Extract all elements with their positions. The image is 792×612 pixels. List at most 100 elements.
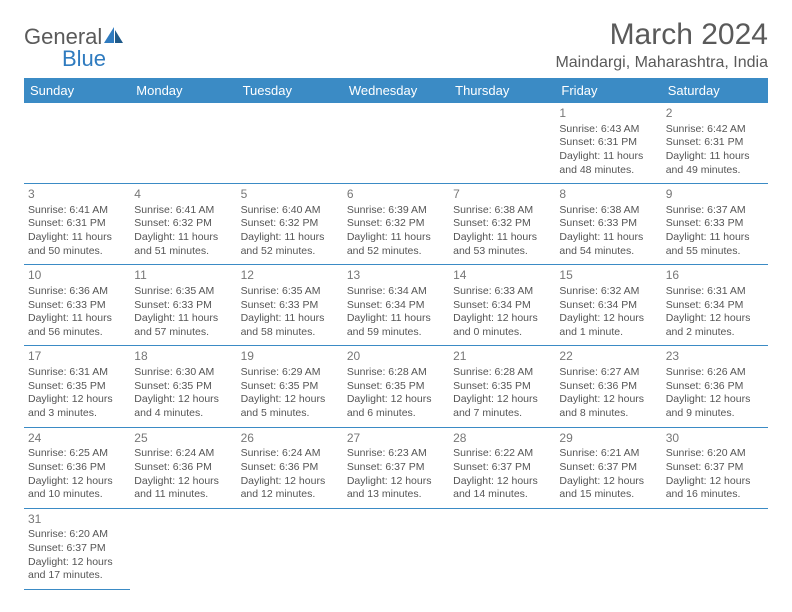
- sunrise-text: Sunrise: 6:25 AM: [28, 447, 126, 461]
- sunrise-text: Sunrise: 6:41 AM: [28, 204, 126, 218]
- weekday-header: Tuesday: [237, 78, 343, 103]
- sunset-text: Sunset: 6:36 PM: [28, 461, 126, 475]
- sunrise-text: Sunrise: 6:29 AM: [241, 366, 339, 380]
- sunset-text: Sunset: 6:31 PM: [28, 217, 126, 231]
- calendar-cell: 16Sunrise: 6:31 AMSunset: 6:34 PMDayligh…: [662, 265, 768, 346]
- sunrise-text: Sunrise: 6:20 AM: [666, 447, 764, 461]
- sunrise-text: Sunrise: 6:24 AM: [134, 447, 232, 461]
- day-number: 30: [666, 431, 764, 447]
- daylight-text: Daylight: 12 hours and 4 minutes.: [134, 393, 232, 420]
- day-number: 16: [666, 268, 764, 284]
- sunset-text: Sunset: 6:33 PM: [241, 299, 339, 313]
- calendar-cell: 7Sunrise: 6:38 AMSunset: 6:32 PMDaylight…: [449, 184, 555, 265]
- calendar-cell: [24, 103, 130, 184]
- calendar-cell: [237, 103, 343, 184]
- sunset-text: Sunset: 6:36 PM: [666, 380, 764, 394]
- logo: General Blue: [24, 26, 125, 70]
- calendar-cell: 18Sunrise: 6:30 AMSunset: 6:35 PMDayligh…: [130, 346, 236, 427]
- day-number: 23: [666, 349, 764, 365]
- calendar-cell: 8Sunrise: 6:38 AMSunset: 6:33 PMDaylight…: [555, 184, 661, 265]
- sunrise-text: Sunrise: 6:20 AM: [28, 528, 126, 542]
- calendar-cell: 15Sunrise: 6:32 AMSunset: 6:34 PMDayligh…: [555, 265, 661, 346]
- daylight-text: Daylight: 12 hours and 12 minutes.: [241, 475, 339, 502]
- daylight-text: Daylight: 12 hours and 5 minutes.: [241, 393, 339, 420]
- day-number: 20: [347, 349, 445, 365]
- calendar-cell: [130, 508, 236, 589]
- day-number: 27: [347, 431, 445, 447]
- calendar-cell: 4Sunrise: 6:41 AMSunset: 6:32 PMDaylight…: [130, 184, 236, 265]
- weekday-header: Saturday: [662, 78, 768, 103]
- day-number: 18: [134, 349, 232, 365]
- daylight-text: Daylight: 12 hours and 7 minutes.: [453, 393, 551, 420]
- daylight-text: Daylight: 11 hours and 49 minutes.: [666, 150, 764, 177]
- sunrise-text: Sunrise: 6:33 AM: [453, 285, 551, 299]
- calendar-cell: 10Sunrise: 6:36 AMSunset: 6:33 PMDayligh…: [24, 265, 130, 346]
- calendar-cell: 31Sunrise: 6:20 AMSunset: 6:37 PMDayligh…: [24, 508, 130, 589]
- daylight-text: Daylight: 12 hours and 1 minute.: [559, 312, 657, 339]
- location: Maindargi, Maharashtra, India: [555, 54, 768, 72]
- day-number: 12: [241, 268, 339, 284]
- daylight-text: Daylight: 12 hours and 17 minutes.: [28, 556, 126, 583]
- sunrise-text: Sunrise: 6:22 AM: [453, 447, 551, 461]
- daylight-text: Daylight: 11 hours and 54 minutes.: [559, 231, 657, 258]
- daylight-text: Daylight: 11 hours and 56 minutes.: [28, 312, 126, 339]
- weekday-header: Thursday: [449, 78, 555, 103]
- day-number: 28: [453, 431, 551, 447]
- sunset-text: Sunset: 6:33 PM: [666, 217, 764, 231]
- calendar-cell: [662, 508, 768, 589]
- daylight-text: Daylight: 12 hours and 14 minutes.: [453, 475, 551, 502]
- daylight-text: Daylight: 11 hours and 58 minutes.: [241, 312, 339, 339]
- daylight-text: Daylight: 11 hours and 57 minutes.: [134, 312, 232, 339]
- sunrise-text: Sunrise: 6:28 AM: [453, 366, 551, 380]
- daylight-text: Daylight: 12 hours and 16 minutes.: [666, 475, 764, 502]
- calendar-cell: 12Sunrise: 6:35 AMSunset: 6:33 PMDayligh…: [237, 265, 343, 346]
- day-number: 9: [666, 187, 764, 203]
- daylight-text: Daylight: 12 hours and 10 minutes.: [28, 475, 126, 502]
- sunrise-text: Sunrise: 6:41 AM: [134, 204, 232, 218]
- sunrise-text: Sunrise: 6:42 AM: [666, 123, 764, 137]
- calendar-cell: 2Sunrise: 6:42 AMSunset: 6:31 PMDaylight…: [662, 103, 768, 184]
- day-number: 31: [28, 512, 126, 528]
- calendar-body: 1Sunrise: 6:43 AMSunset: 6:31 PMDaylight…: [24, 103, 768, 589]
- daylight-text: Daylight: 12 hours and 6 minutes.: [347, 393, 445, 420]
- daylight-text: Daylight: 12 hours and 11 minutes.: [134, 475, 232, 502]
- logo-text-2: Blue: [62, 46, 106, 71]
- sunrise-text: Sunrise: 6:38 AM: [453, 204, 551, 218]
- sunrise-text: Sunrise: 6:35 AM: [241, 285, 339, 299]
- day-number: 13: [347, 268, 445, 284]
- day-number: 11: [134, 268, 232, 284]
- calendar-cell: 3Sunrise: 6:41 AMSunset: 6:31 PMDaylight…: [24, 184, 130, 265]
- sunrise-text: Sunrise: 6:40 AM: [241, 204, 339, 218]
- title-block: March 2024 Maindargi, Maharashtra, India: [555, 18, 768, 72]
- calendar-cell: 22Sunrise: 6:27 AMSunset: 6:36 PMDayligh…: [555, 346, 661, 427]
- sunrise-text: Sunrise: 6:31 AM: [666, 285, 764, 299]
- sunrise-text: Sunrise: 6:27 AM: [559, 366, 657, 380]
- sunset-text: Sunset: 6:31 PM: [666, 136, 764, 150]
- calendar-cell: 23Sunrise: 6:26 AMSunset: 6:36 PMDayligh…: [662, 346, 768, 427]
- sunset-text: Sunset: 6:34 PM: [453, 299, 551, 313]
- calendar-cell: 26Sunrise: 6:24 AMSunset: 6:36 PMDayligh…: [237, 427, 343, 508]
- calendar-table: SundayMondayTuesdayWednesdayThursdayFrid…: [24, 78, 768, 590]
- calendar-cell: 14Sunrise: 6:33 AMSunset: 6:34 PMDayligh…: [449, 265, 555, 346]
- day-number: 8: [559, 187, 657, 203]
- daylight-text: Daylight: 12 hours and 0 minutes.: [453, 312, 551, 339]
- header: General Blue March 2024 Maindargi, Mahar…: [24, 18, 768, 72]
- day-number: 14: [453, 268, 551, 284]
- day-number: 22: [559, 349, 657, 365]
- sunrise-text: Sunrise: 6:30 AM: [134, 366, 232, 380]
- calendar-cell: 19Sunrise: 6:29 AMSunset: 6:35 PMDayligh…: [237, 346, 343, 427]
- sunrise-text: Sunrise: 6:38 AM: [559, 204, 657, 218]
- sunset-text: Sunset: 6:35 PM: [347, 380, 445, 394]
- sunrise-text: Sunrise: 6:31 AM: [28, 366, 126, 380]
- day-number: 19: [241, 349, 339, 365]
- sail-icon: [103, 26, 125, 47]
- sunrise-text: Sunrise: 6:37 AM: [666, 204, 764, 218]
- sunrise-text: Sunrise: 6:39 AM: [347, 204, 445, 218]
- sunset-text: Sunset: 6:37 PM: [666, 461, 764, 475]
- sunset-text: Sunset: 6:33 PM: [559, 217, 657, 231]
- sunset-text: Sunset: 6:31 PM: [559, 136, 657, 150]
- sunset-text: Sunset: 6:37 PM: [28, 542, 126, 556]
- day-number: 5: [241, 187, 339, 203]
- day-number: 6: [347, 187, 445, 203]
- sunset-text: Sunset: 6:36 PM: [559, 380, 657, 394]
